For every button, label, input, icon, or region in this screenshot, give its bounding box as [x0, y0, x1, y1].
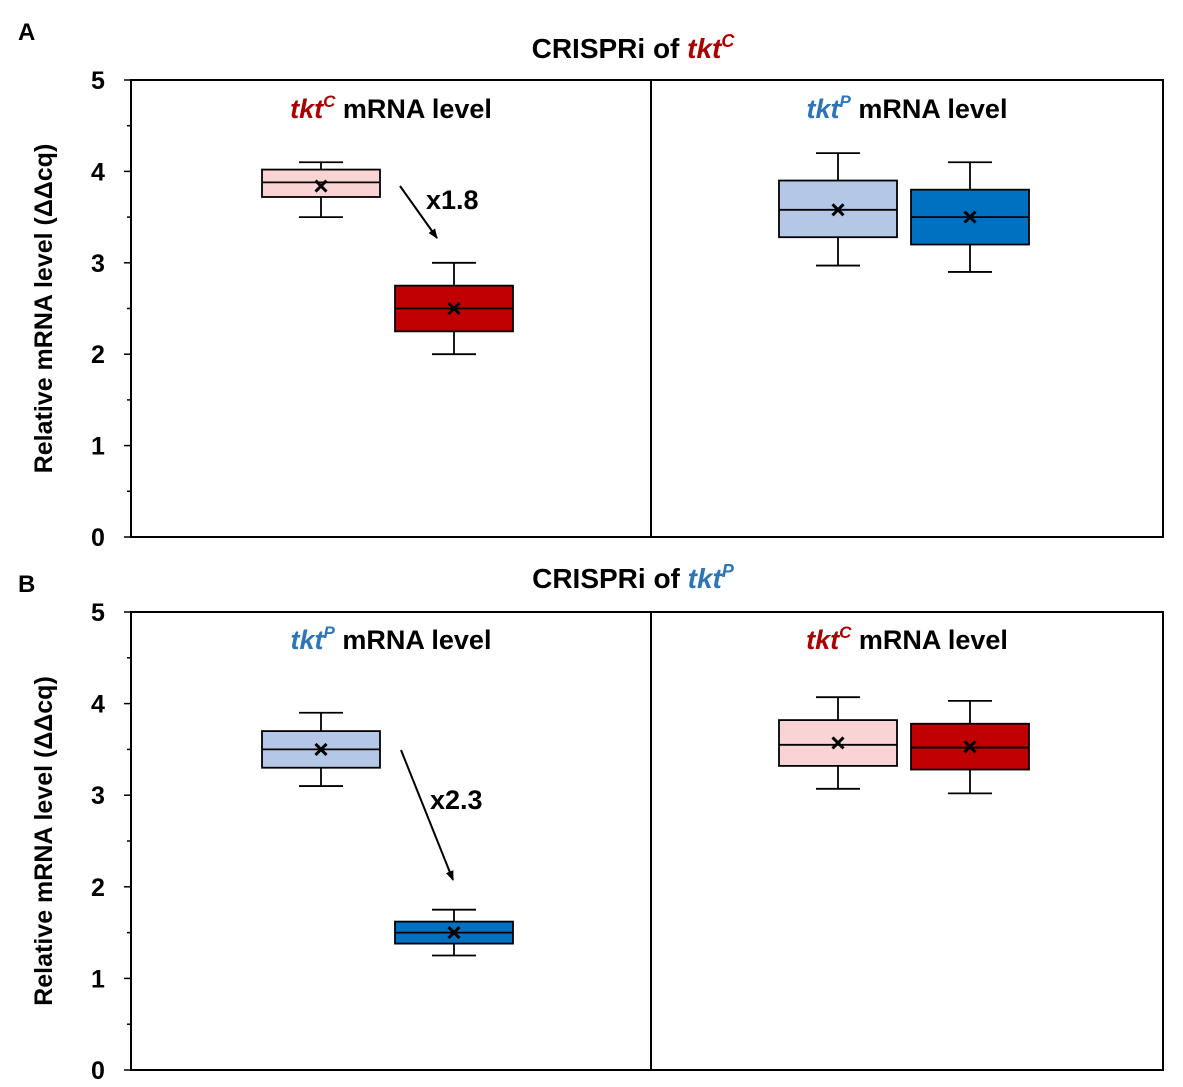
fold-change-label: x1.8 — [426, 185, 479, 215]
plot-frame-left — [130, 611, 652, 1071]
mean-marker — [963, 740, 977, 754]
y-tick-label: 5 — [91, 67, 105, 95]
box-plot — [778, 152, 898, 267]
box-plot — [394, 261, 514, 356]
y-tick-label: 0 — [91, 524, 105, 552]
plot-frame-right — [650, 611, 1164, 1071]
fold-change-arrow — [400, 749, 454, 881]
label-gene-superscript: C — [323, 92, 336, 111]
subpanel-left: tktC mRNA level x1.8 — [261, 92, 514, 356]
fold-change-label: x2.3 — [430, 785, 483, 815]
y-tick-label: 0 — [91, 1057, 105, 1085]
panel-letter: A — [18, 19, 35, 46]
box-plot — [394, 908, 514, 957]
box-plot — [778, 696, 898, 790]
y-tick-label: 5 — [91, 599, 105, 627]
chart-title: CRISPRi of tktP — [532, 561, 735, 594]
mean-marker — [447, 301, 461, 316]
title-prefix: CRISPRi of — [532, 563, 688, 594]
subpanel-right: tktP mRNA level — [778, 92, 1030, 273]
y-tick-label: 3 — [91, 782, 105, 810]
label-gene-superscript: P — [840, 92, 852, 111]
y-tick-label: 1 — [91, 433, 105, 461]
label-suffix: mRNA level — [335, 625, 492, 655]
y-tick-label: 1 — [91, 965, 105, 993]
title-gene-superscript: C — [721, 31, 735, 51]
box-plot — [910, 161, 1030, 273]
subpanel-label: tktC mRNA level — [290, 92, 492, 124]
mean-marker — [831, 736, 845, 750]
subpanel-left: tktP mRNA level x2.3 — [261, 623, 514, 957]
subpanel-label: tktP mRNA level — [291, 623, 492, 655]
y-tick-label: 4 — [91, 158, 105, 186]
title-gene-superscript: P — [722, 561, 735, 581]
label-gene: tkt — [290, 94, 324, 124]
plot-frame-left — [130, 79, 652, 538]
label-gene: tkt — [806, 625, 840, 655]
mean-marker — [831, 203, 845, 217]
subpanel-label: tktP mRNA level — [807, 92, 1008, 124]
y-axis-label: Relative mRNA level (ΔΔcq) — [30, 144, 58, 474]
title-gene: tkt — [687, 33, 723, 64]
y-tick-label: 2 — [91, 341, 105, 369]
fold-change-arrow — [399, 185, 438, 239]
box-plot — [261, 711, 381, 787]
label-gene: tkt — [291, 625, 325, 655]
label-gene: tkt — [807, 94, 841, 124]
label-gene-superscript: P — [324, 623, 336, 642]
y-tick-label: 4 — [91, 691, 105, 719]
label-suffix: mRNA level — [851, 94, 1008, 124]
title-prefix: CRISPRi of — [532, 33, 688, 64]
mean-marker — [314, 179, 328, 193]
subpanel-right: tktC mRNA level — [778, 623, 1030, 795]
plot-frame-right — [650, 79, 1164, 538]
title-gene: tkt — [688, 563, 724, 594]
label-suffix: mRNA level — [851, 625, 1008, 655]
mean-marker — [963, 210, 977, 224]
chart-title: CRISPRi of tktC — [532, 31, 736, 64]
box-iqr — [261, 168, 381, 198]
mean-marker — [447, 926, 461, 940]
subpanel-label: tktC mRNA level — [806, 623, 1008, 655]
box-plot — [910, 699, 1030, 795]
label-suffix: mRNA level — [335, 94, 492, 124]
mean-marker — [314, 742, 328, 756]
label-gene-superscript: C — [839, 623, 852, 642]
y-tick-label: 2 — [91, 874, 105, 902]
y-axis-label: Relative mRNA level (ΔΔcq) — [30, 676, 58, 1006]
y-tick-label: 3 — [91, 250, 105, 278]
box-plot — [261, 161, 381, 219]
panel-letter: B — [18, 571, 35, 598]
